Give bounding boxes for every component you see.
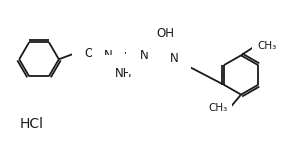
Text: N: N [170, 52, 179, 65]
Text: NH: NH [114, 66, 132, 80]
Text: H: H [104, 45, 112, 55]
Text: OH: OH [157, 27, 175, 40]
Text: H: H [140, 45, 148, 55]
Text: O: O [84, 47, 93, 60]
Text: N: N [140, 49, 148, 62]
Text: N: N [104, 49, 113, 62]
Text: CH₃: CH₃ [208, 103, 227, 113]
Text: CH₃: CH₃ [257, 41, 276, 51]
Text: HCl: HCl [19, 117, 43, 131]
